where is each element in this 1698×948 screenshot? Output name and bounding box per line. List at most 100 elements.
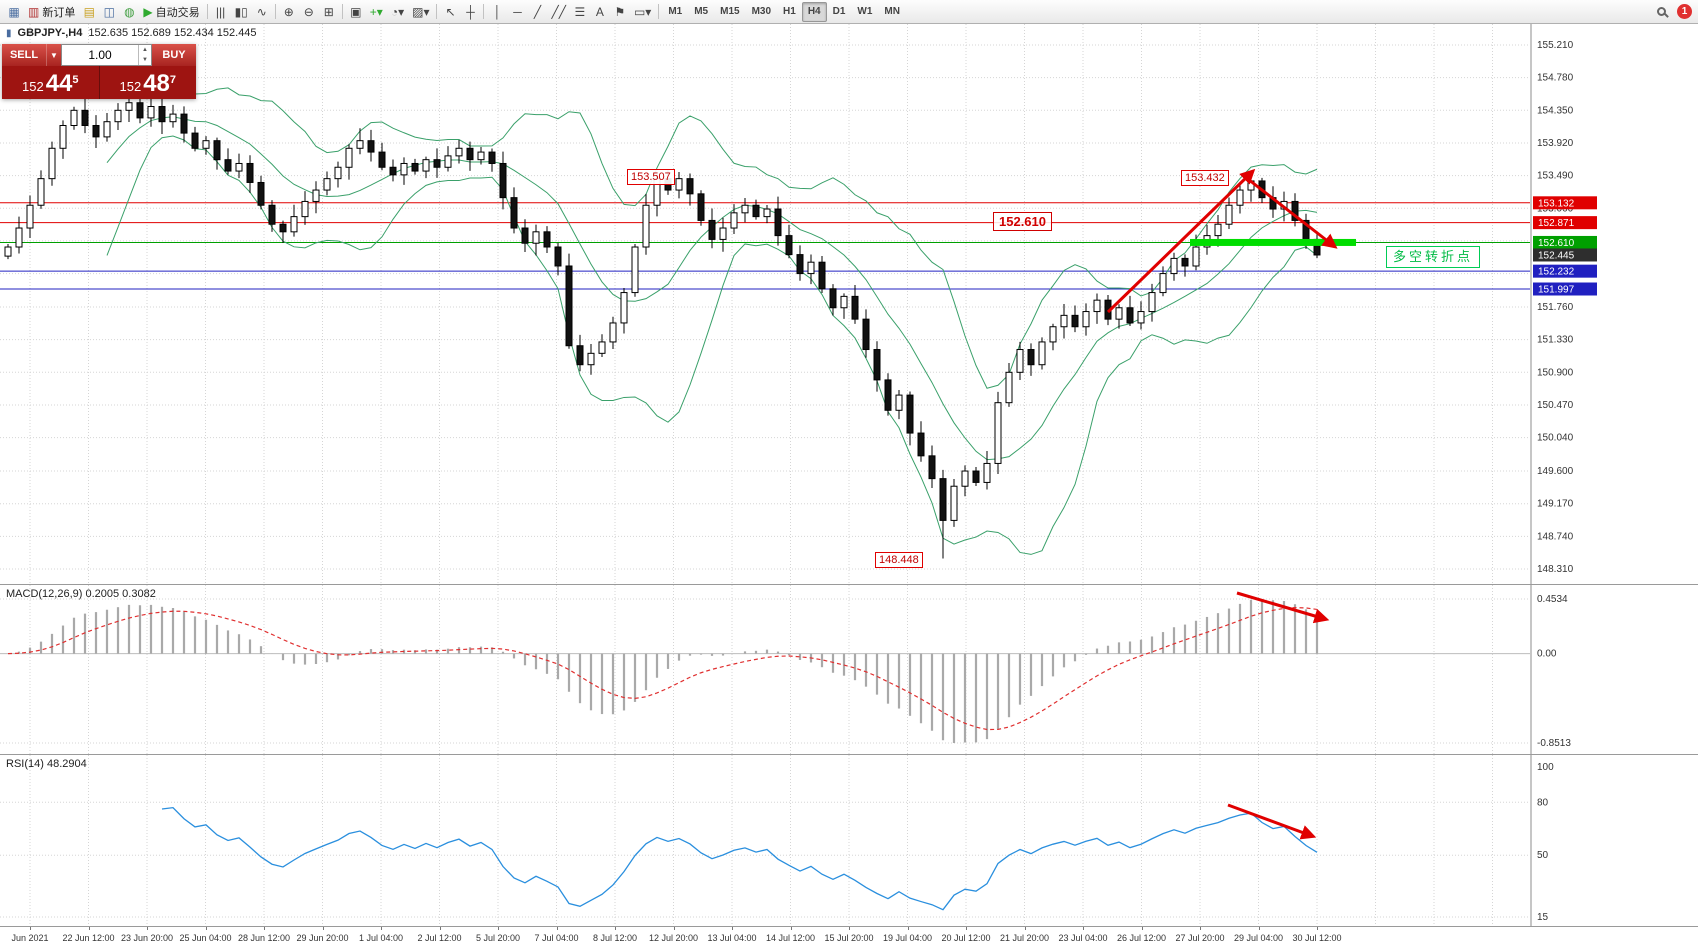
time-label: 5 Jul 20:00 <box>475 933 521 943</box>
timeframe-H1[interactable]: H1 <box>783 6 796 17</box>
time-label: 21 Jul 20:00 <box>999 933 1050 943</box>
buy-button[interactable]: BUY <box>152 44 196 66</box>
time-axis[interactable]: Jun 2021 22 Jun 12:00 23 Jun 20:00 25 Jun 0… <box>0 926 1698 948</box>
horizontal-line-icon[interactable]: ─ <box>507 2 527 22</box>
volume-input[interactable] <box>62 45 138 65</box>
zoom-out-icon[interactable]: ⊖ <box>299 2 319 22</box>
svg-text:80: 80 <box>1537 797 1549 808</box>
time-tick <box>322 927 324 930</box>
time-tick <box>381 927 382 930</box>
timeframe-M15[interactable]: M15 <box>720 6 740 17</box>
time-tick <box>264 927 265 930</box>
price-flag-2: 148.448 <box>875 551 923 568</box>
time-tick <box>498 927 499 930</box>
main-toolbar: ▦ ▥ 新订单 ▤ ◫ ◍ ▶ 自动交易 ||| ▮▯ ∿ ⊕ ⊖ ⊞ ▣ +▾ ◔▾ ▨▾ ↖ ┼ │ ─ ╱ ╱╱ ☰ A ⚑… <box>0 0 1698 24</box>
timeframe-W1[interactable]: W1 <box>857 6 873 17</box>
svg-text:151.997: 151.997 <box>1538 285 1575 296</box>
fibonacci-icon-glyph: ☰ <box>574 4 586 19</box>
price-flag-1: 153.432 <box>1181 170 1229 187</box>
sell-button[interactable]: SELL <box>2 44 46 66</box>
bar-chart-icon[interactable]: ||| <box>211 2 231 22</box>
buy-price-pips: 48 <box>143 70 170 97</box>
svg-text:153.490: 153.490 <box>1537 171 1574 182</box>
chart-window-icon[interactable]: ▦ <box>4 2 24 22</box>
main-chart-panel[interactable]: 155.210154.780154.350153.920153.490153.0… <box>0 24 1698 584</box>
line-chart-icon[interactable]: ∿ <box>252 2 272 22</box>
trendline-icon-glyph: ╱ <box>533 4 542 19</box>
ohlc-values: 152.635 152.689 152.434 152.445 <box>88 27 257 39</box>
cursor-icon[interactable]: ↖ <box>440 2 460 22</box>
horizontal-line-icon-glyph: ─ <box>513 4 522 19</box>
timeframe-M5[interactable]: M5 <box>694 6 709 17</box>
chart-window-icon-glyph: ▦ <box>8 4 20 19</box>
time-tick <box>1141 927 1143 930</box>
channel-icon[interactable]: ╱╱ <box>547 2 569 22</box>
market-watch-icon-glyph: ▤ <box>83 4 96 19</box>
new-order-button[interactable]: ▥ 新订单 <box>24 2 79 22</box>
macd-canvas[interactable]: 0.4534 0.00 -0.8513 <box>0 585 1698 755</box>
svg-text:148.310: 148.310 <box>1537 564 1574 575</box>
svg-text:149.600: 149.600 <box>1537 466 1574 477</box>
svg-text:155.210: 155.210 <box>1537 40 1574 51</box>
vertical-line-icon[interactable]: │ <box>487 2 507 22</box>
order-settings-dropdown[interactable]: ▼ <box>46 44 61 66</box>
trendline-icon[interactable]: ╱ <box>527 2 547 22</box>
indicators-icon[interactable]: +▾ <box>366 2 387 22</box>
timeframe-MN[interactable]: MN <box>884 6 900 17</box>
cursor-icon-glyph: ↖ <box>445 4 456 19</box>
svg-text:149.170: 149.170 <box>1537 499 1574 510</box>
buy-price-display[interactable]: 152 48 7 <box>100 66 197 99</box>
arrow-label-icon[interactable]: ⚑ <box>610 2 630 22</box>
svg-text:152.610: 152.610 <box>1538 238 1575 249</box>
auto-trading-button-label: 自动交易 <box>155 6 200 19</box>
timeframe-D1[interactable]: D1 <box>832 6 846 17</box>
crosshair-icon[interactable]: ┼ <box>460 2 480 22</box>
time-label: 8 Jul 12:00 <box>592 933 638 943</box>
sell-price-display[interactable]: 152 44 5 <box>2 66 100 99</box>
text-icon-glyph: A <box>595 4 604 19</box>
text-icon[interactable]: A <box>590 2 610 22</box>
svg-text:151.760: 151.760 <box>1537 302 1574 313</box>
templates-icon-glyph: ▨▾ <box>412 4 430 19</box>
macd-panel[interactable]: 0.4534 0.00 -0.8513 MACD(12,26,9) 0.2005 0… <box>0 584 1698 755</box>
symbol-info: ▮ GBPJPY-,H4 152.635 152.689 152.434 152… <box>6 27 257 39</box>
zoom-in-icon-glyph: ⊕ <box>283 4 294 19</box>
chart-mini-icon: ▮ <box>6 27 12 39</box>
rsi-canvas[interactable]: 100 80 50 15 <box>0 755 1698 927</box>
main-chart-canvas[interactable]: 155.210154.780154.350153.920153.490153.0… <box>0 24 1698 584</box>
svg-text:-0.8513: -0.8513 <box>1537 738 1571 749</box>
charts-list-icon[interactable]: ▣ <box>346 2 366 22</box>
notification-badge[interactable]: 1 <box>1677 4 1692 19</box>
toolbar-timeframes: M1 M5 M15 M30 H1 H4 D1 W1 MN <box>662 1 906 22</box>
zoom-in-icon[interactable]: ⊕ <box>279 2 299 22</box>
svg-text:152.445: 152.445 <box>1538 250 1575 261</box>
time-label: 12 Jul 20:00 <box>648 933 699 943</box>
timeframe-M30[interactable]: M30 <box>751 6 772 17</box>
time-label: 7 Jul 04:00 <box>534 933 579 943</box>
timeframe-M1[interactable]: M1 <box>668 6 683 17</box>
tile-windows-icon[interactable]: ⊞ <box>319 2 339 22</box>
periods-icon[interactable]: ◔▾ <box>387 2 408 22</box>
volume-decrease-button[interactable]: ▼ <box>142 57 148 63</box>
search-icon <box>1656 7 1666 16</box>
templates-icon[interactable]: ▨▾ <box>408 2 433 22</box>
charts-list-icon-glyph: ▣ <box>350 4 362 19</box>
candlestick-chart-icon[interactable]: ▮▯ <box>231 2 252 22</box>
arrow-label-icon-glyph: ⚑ <box>614 4 626 19</box>
navigator-icon[interactable]: ◍ <box>119 2 139 22</box>
crosshair-icon-glyph: ┼ <box>466 4 475 19</box>
timeframe-H4[interactable]: H4 <box>801 1 827 22</box>
data-window-icon[interactable]: ◫ <box>99 2 119 22</box>
rsi-panel[interactable]: 100 80 50 15 RSI(14) 48.2904 <box>0 754 1698 927</box>
shapes-icon[interactable]: ▭▾ <box>630 2 655 22</box>
fibonacci-icon[interactable]: ☰ <box>570 2 590 22</box>
svg-text:150.470: 150.470 <box>1537 400 1574 411</box>
market-watch-icon[interactable]: ▤ <box>79 2 99 22</box>
time-tick <box>1024 927 1026 930</box>
search-button[interactable] <box>1651 2 1671 22</box>
auto-trading-button-glyph: ▶ <box>143 4 153 19</box>
auto-trading-button[interactable]: ▶ 自动交易 <box>139 2 203 22</box>
volume-increase-button[interactable]: ▲ <box>142 47 148 53</box>
zoom-out-icon-glyph: ⊖ <box>303 4 314 19</box>
buy-price-whole: 152 <box>119 79 142 94</box>
